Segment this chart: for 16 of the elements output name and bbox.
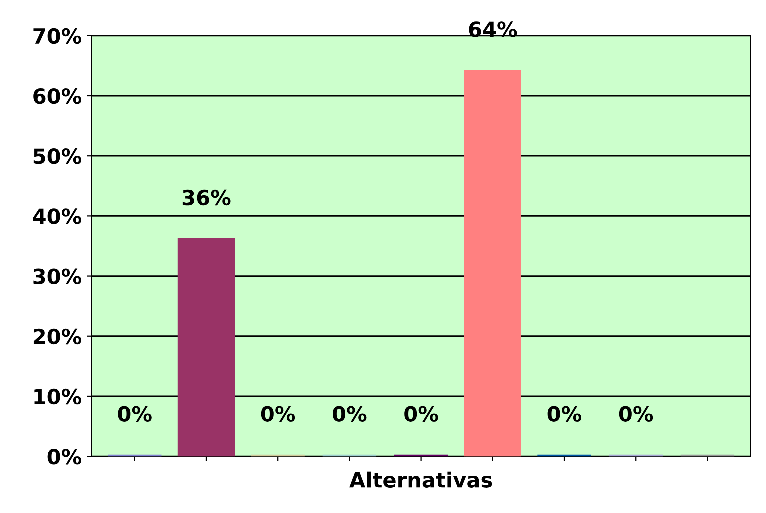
y-tick-label: 20% [34,328,82,345]
data-label: 0% [619,406,654,422]
y-tick-label: 60% [34,88,82,104]
y-tick-label: 70% [34,28,82,44]
data-label: 36% [182,190,231,206]
y-tick-label: 50% [34,148,82,164]
data-label: 0% [548,406,582,422]
y-tick-label: 10% [34,388,82,405]
data-label: 0% [404,406,438,422]
y-tick-label: 0% [48,449,82,465]
data-label: 0% [261,406,296,422]
y-tick-label: 40% [33,208,82,224]
data-label: 0% [118,406,152,422]
x-axis-title: Alternativas [350,472,492,488]
data-label: 0% [333,406,367,422]
y-tick-label: 30% [34,268,82,284]
